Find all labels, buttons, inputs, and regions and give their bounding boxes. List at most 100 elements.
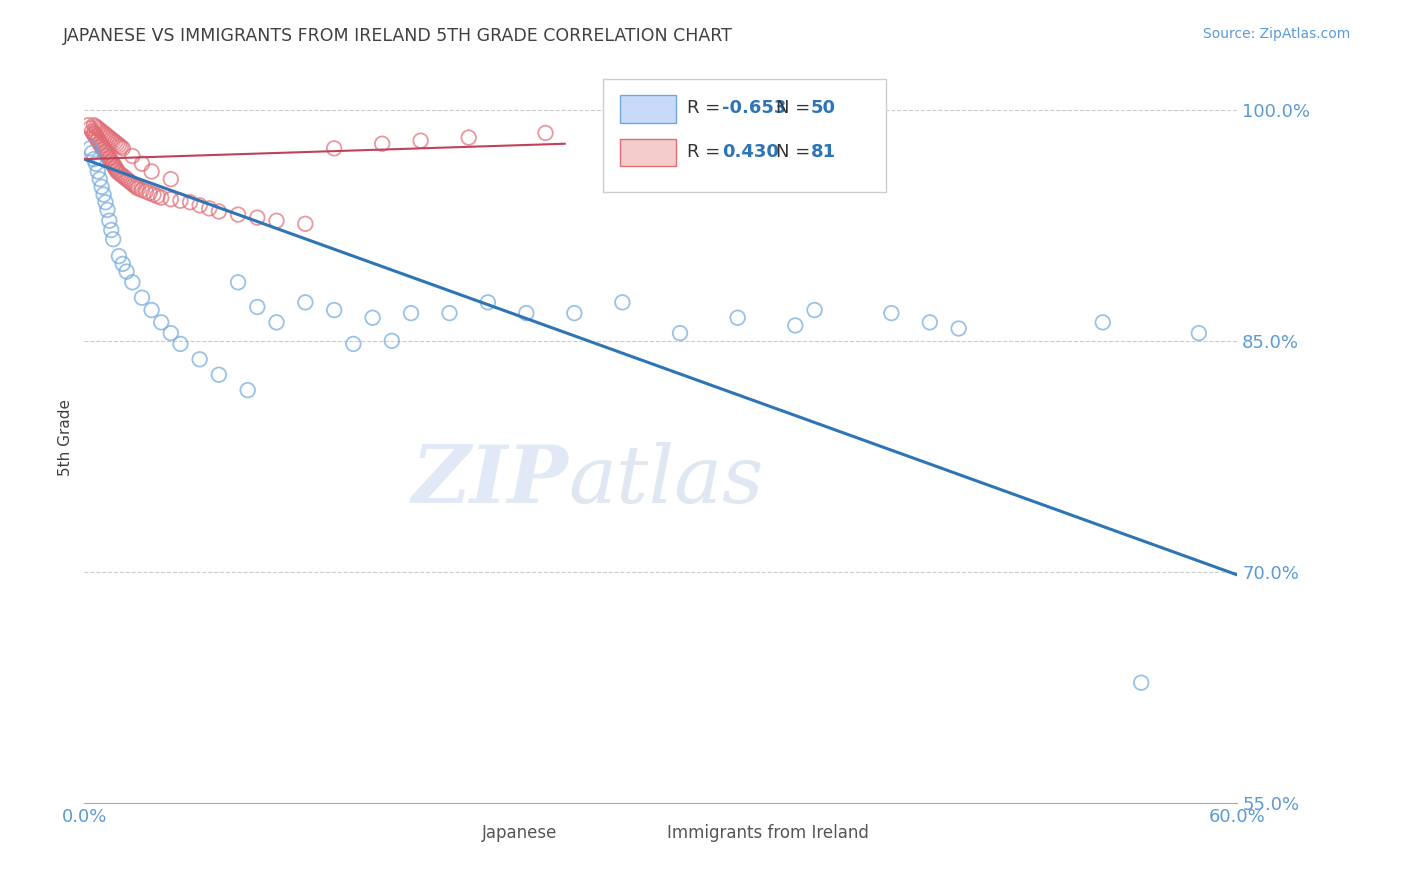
Point [83,126,105,140]
Point [169,337,191,351]
Point [564,306,586,320]
Point [103,232,124,246]
Point [104,161,127,176]
Point [160,326,183,340]
Point [785,318,807,333]
Point [294,295,316,310]
Point [87,132,110,146]
Point [89,136,111,151]
Point [439,306,461,320]
Point [361,310,384,325]
Point [105,164,128,178]
Point [90,179,112,194]
Point [98,152,121,166]
Point [371,136,394,151]
Point [121,276,143,290]
Point [114,170,136,185]
Point [87,134,110,148]
Point [110,168,132,182]
Point [93,187,115,202]
FancyBboxPatch shape [609,822,655,843]
Point [226,208,249,222]
Point [880,306,903,320]
Point [150,315,173,329]
Text: N =: N = [776,99,815,117]
FancyBboxPatch shape [620,95,676,122]
Point [226,276,249,290]
Point [100,223,122,237]
Point [79,121,101,136]
Point [127,181,149,195]
FancyBboxPatch shape [425,822,471,843]
Point [77,118,100,132]
Point [534,126,557,140]
Point [84,129,107,144]
Point [111,169,134,183]
Point [98,130,121,145]
Point [150,191,173,205]
Point [87,121,110,136]
Point [87,164,110,178]
Text: R =: R = [688,99,727,117]
Point [83,118,105,132]
Point [399,306,422,320]
Point [208,204,231,219]
Point [142,187,165,202]
Point [84,157,107,171]
Point [84,120,107,134]
Text: Japanese: Japanese [482,824,558,842]
Point [121,149,143,163]
Point [125,179,148,194]
Text: atlas: atlas [568,442,763,520]
Point [115,264,138,278]
Point [1091,315,1114,329]
Point [948,321,970,335]
Point [110,140,132,154]
Text: ZIP: ZIP [412,442,568,520]
Point [208,368,231,382]
Point [266,315,288,329]
Point [669,326,692,340]
Point [96,149,118,163]
Point [727,310,749,325]
Text: 81: 81 [811,143,835,161]
FancyBboxPatch shape [620,138,676,167]
Point [80,124,103,138]
Point [131,291,153,305]
Point [342,337,364,351]
Y-axis label: 5th Grade: 5th Grade [58,399,73,475]
Text: Immigrants from Ireland: Immigrants from Ireland [666,824,869,842]
Point [108,166,131,180]
Point [169,194,191,208]
Point [246,211,269,225]
Point [104,135,127,149]
Point [90,140,112,154]
Point [105,136,128,151]
Point [188,352,211,367]
Point [89,172,111,186]
Point [115,172,138,186]
FancyBboxPatch shape [603,78,886,192]
Point [80,145,103,160]
Point [188,198,211,212]
Point [138,186,160,200]
Point [120,175,142,189]
Point [160,172,183,186]
Point [103,157,124,171]
Point [108,249,131,263]
Point [111,257,134,271]
Point [515,306,537,320]
Point [294,217,316,231]
Point [94,128,117,142]
Point [124,178,146,193]
Point [1188,326,1211,340]
Point [612,295,634,310]
Point [103,158,124,172]
Point [381,334,404,348]
Point [323,141,346,155]
Point [93,143,115,157]
Point [104,160,127,174]
Point [179,195,201,210]
Point [266,213,288,227]
Point [117,174,139,188]
